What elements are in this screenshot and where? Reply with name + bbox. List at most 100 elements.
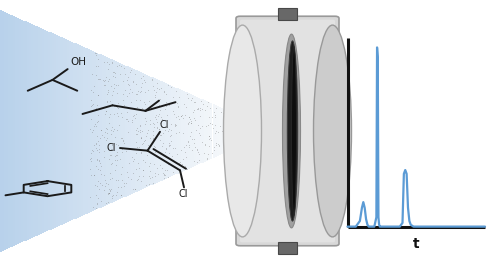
Bar: [158, 80, 160, 182]
Point: [87, 173, 95, 177]
Point: [138, 142, 146, 146]
Point: [122, 78, 130, 83]
Bar: [6, 13, 8, 249]
Point: [104, 127, 112, 131]
Point: [150, 122, 158, 126]
Bar: [112, 60, 114, 202]
Bar: [236, 114, 238, 148]
Point: [150, 88, 158, 92]
FancyBboxPatch shape: [236, 16, 339, 246]
Point: [103, 135, 111, 140]
Bar: [81, 46, 84, 216]
Point: [182, 143, 190, 148]
Point: [142, 138, 150, 142]
Point: [174, 114, 182, 118]
Bar: [223, 108, 225, 154]
Point: [153, 125, 161, 129]
Point: [92, 73, 100, 77]
Point: [151, 93, 159, 97]
Point: [112, 163, 120, 167]
Point: [154, 127, 162, 131]
Point: [201, 142, 209, 146]
Bar: [25, 21, 27, 241]
Point: [102, 138, 110, 142]
Bar: [131, 68, 134, 194]
Bar: [278, 8, 297, 20]
Point: [108, 176, 116, 180]
Point: [203, 104, 211, 108]
Bar: [38, 27, 40, 235]
Point: [96, 181, 104, 185]
Point: [94, 64, 102, 68]
Bar: [123, 64, 125, 198]
Point: [96, 198, 104, 203]
Point: [135, 166, 143, 170]
Point: [88, 103, 96, 107]
Point: [188, 121, 196, 125]
Point: [194, 107, 202, 111]
Point: [149, 129, 157, 134]
Point: [164, 141, 172, 145]
Point: [193, 146, 201, 151]
Bar: [104, 56, 106, 206]
Point: [234, 116, 242, 120]
Point: [224, 118, 232, 122]
Point: [89, 102, 97, 107]
Point: [156, 162, 164, 167]
Bar: [79, 45, 81, 217]
Bar: [234, 113, 235, 149]
Point: [126, 161, 134, 166]
Point: [102, 131, 110, 135]
Point: [92, 146, 100, 150]
Point: [234, 125, 241, 129]
Point: [231, 116, 239, 121]
Point: [87, 159, 95, 163]
Point: [94, 167, 102, 171]
Point: [216, 124, 224, 128]
Point: [110, 82, 118, 86]
Bar: [173, 86, 175, 176]
Point: [212, 129, 220, 133]
Point: [114, 101, 122, 105]
Point: [156, 138, 164, 143]
Point: [197, 99, 205, 103]
Point: [206, 136, 214, 140]
Point: [93, 103, 101, 107]
Point: [177, 114, 185, 118]
Point: [192, 127, 200, 132]
Point: [146, 122, 154, 126]
Point: [174, 130, 182, 134]
Point: [195, 158, 203, 162]
Point: [150, 95, 158, 99]
Bar: [196, 97, 198, 165]
Point: [132, 82, 140, 86]
Point: [160, 125, 168, 129]
Point: [230, 134, 237, 138]
Bar: [142, 73, 144, 189]
Bar: [225, 110, 227, 152]
Point: [134, 129, 142, 133]
Point: [108, 196, 116, 200]
Point: [158, 144, 166, 148]
Point: [238, 140, 246, 144]
Point: [100, 135, 108, 139]
Point: [145, 174, 153, 178]
Point: [106, 171, 114, 175]
Point: [214, 130, 222, 134]
Point: [228, 140, 236, 144]
Point: [190, 159, 198, 163]
Point: [219, 111, 227, 115]
Bar: [100, 54, 102, 208]
Point: [98, 128, 106, 132]
Point: [194, 123, 202, 127]
Point: [221, 135, 229, 139]
Point: [161, 150, 169, 154]
Point: [96, 167, 104, 172]
Ellipse shape: [288, 41, 298, 221]
Point: [227, 143, 235, 147]
Bar: [181, 90, 184, 172]
Point: [100, 154, 108, 159]
Point: [190, 141, 198, 145]
Point: [211, 122, 219, 127]
Point: [176, 148, 184, 152]
